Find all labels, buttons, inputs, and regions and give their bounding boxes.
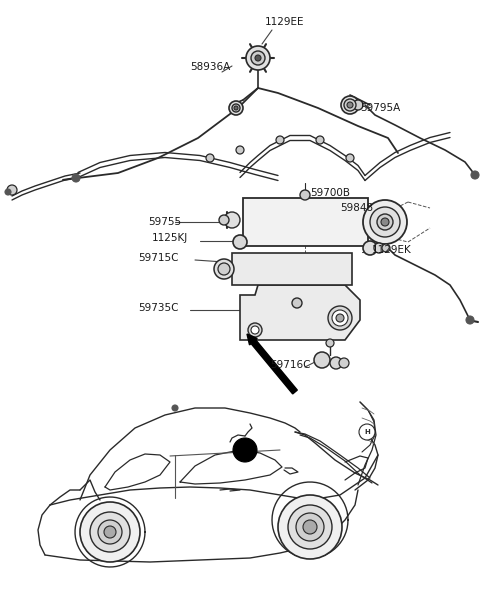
Circle shape [172,405,178,411]
Circle shape [330,357,342,369]
Circle shape [206,154,214,162]
Circle shape [251,326,259,334]
Circle shape [288,505,332,549]
Text: H: H [364,429,370,435]
Circle shape [246,46,270,70]
Bar [232,253,352,285]
Circle shape [341,96,359,114]
Circle shape [359,424,375,440]
Circle shape [381,218,389,226]
Text: 1125KJ: 1125KJ [152,233,188,243]
Circle shape [336,314,344,322]
Circle shape [339,358,349,368]
Circle shape [233,438,257,462]
Circle shape [328,306,352,330]
Circle shape [234,106,238,110]
Text: 59700B: 59700B [310,188,350,198]
Bar [243,198,368,246]
Text: 59795A: 59795A [360,103,400,113]
Circle shape [229,101,243,115]
Circle shape [300,190,310,200]
Circle shape [276,136,284,144]
Circle shape [248,323,262,337]
Circle shape [382,244,390,252]
Circle shape [255,55,261,61]
Circle shape [72,174,80,182]
Circle shape [80,502,140,562]
Circle shape [377,214,393,230]
Text: 59755: 59755 [148,217,181,227]
Circle shape [90,512,130,552]
Text: 59848: 59848 [340,203,373,213]
Circle shape [296,513,324,541]
Circle shape [251,51,265,65]
Circle shape [471,171,479,179]
Circle shape [363,241,377,255]
Text: 59715C: 59715C [138,253,179,263]
Circle shape [466,316,474,324]
Circle shape [344,99,356,111]
Circle shape [7,185,17,195]
Circle shape [292,298,302,308]
Circle shape [332,310,348,326]
Circle shape [219,215,229,225]
Circle shape [224,212,240,228]
Circle shape [232,104,240,112]
Polygon shape [240,285,360,340]
FancyArrow shape [247,334,297,394]
Text: 59716C: 59716C [270,360,311,370]
Circle shape [314,352,330,368]
Circle shape [353,100,363,110]
Text: 58936A: 58936A [190,62,230,72]
Circle shape [218,263,230,275]
Circle shape [370,207,400,237]
Circle shape [363,200,407,244]
Text: 1129EE: 1129EE [265,17,304,27]
Circle shape [316,136,324,144]
Circle shape [278,495,342,559]
Circle shape [346,154,354,162]
Circle shape [104,526,116,538]
Circle shape [214,259,234,279]
Circle shape [326,339,334,347]
Circle shape [233,235,247,249]
Circle shape [303,520,317,534]
Circle shape [374,243,384,253]
Circle shape [5,189,11,195]
Text: 59735C: 59735C [138,303,179,313]
Circle shape [236,146,244,154]
Circle shape [347,102,353,108]
Text: 1129EK: 1129EK [372,245,412,255]
Circle shape [98,520,122,544]
